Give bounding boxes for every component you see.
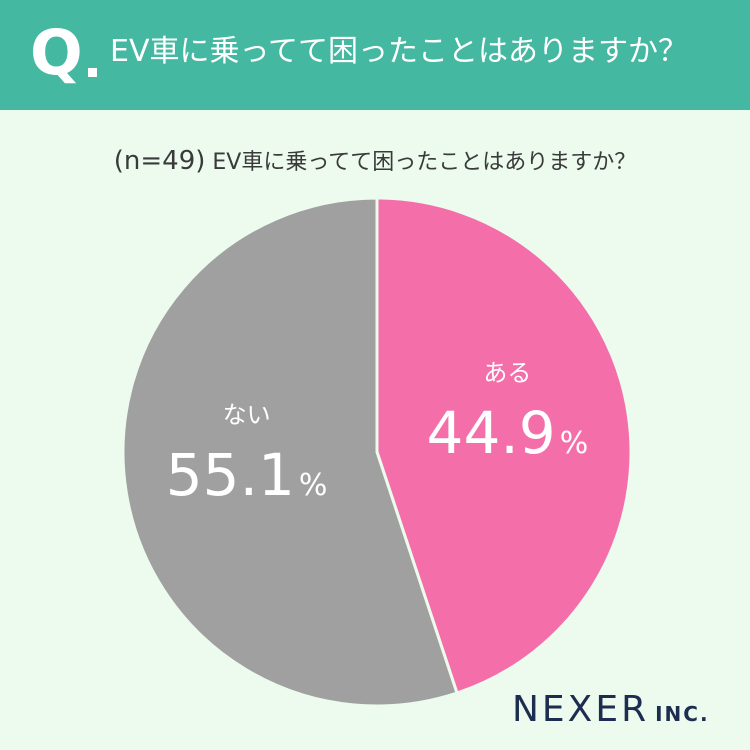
slice-label-1: ない [223, 401, 271, 429]
pie-slice-0 [375, 196, 633, 695]
slice-value-0: 44.9% [427, 399, 589, 467]
slice-label-0: ある [483, 359, 531, 387]
subtitle-question: EV車に乗ってて困ったことはありますか？ [212, 150, 637, 175]
logo-main: NEXER [512, 689, 650, 730]
q-mark: Q [30, 16, 83, 89]
chart-subtitle: (n=49) EV車に乗ってて困ったことはありますか？ [0, 144, 750, 180]
logo-suffix: INC. [655, 702, 710, 726]
sample-size-label: (n=49) [113, 146, 206, 176]
q-dot [88, 68, 97, 77]
nexer-logo: NEXER INC. [512, 690, 710, 736]
slice-value-1: 55.1% [166, 441, 328, 509]
header-question: EV車に乗ってて困ったことはありますか？ [110, 34, 688, 69]
question-header: Q EV車に乗ってて困ったことはありますか？ [0, 0, 750, 110]
pie-slice-1 [121, 196, 459, 708]
